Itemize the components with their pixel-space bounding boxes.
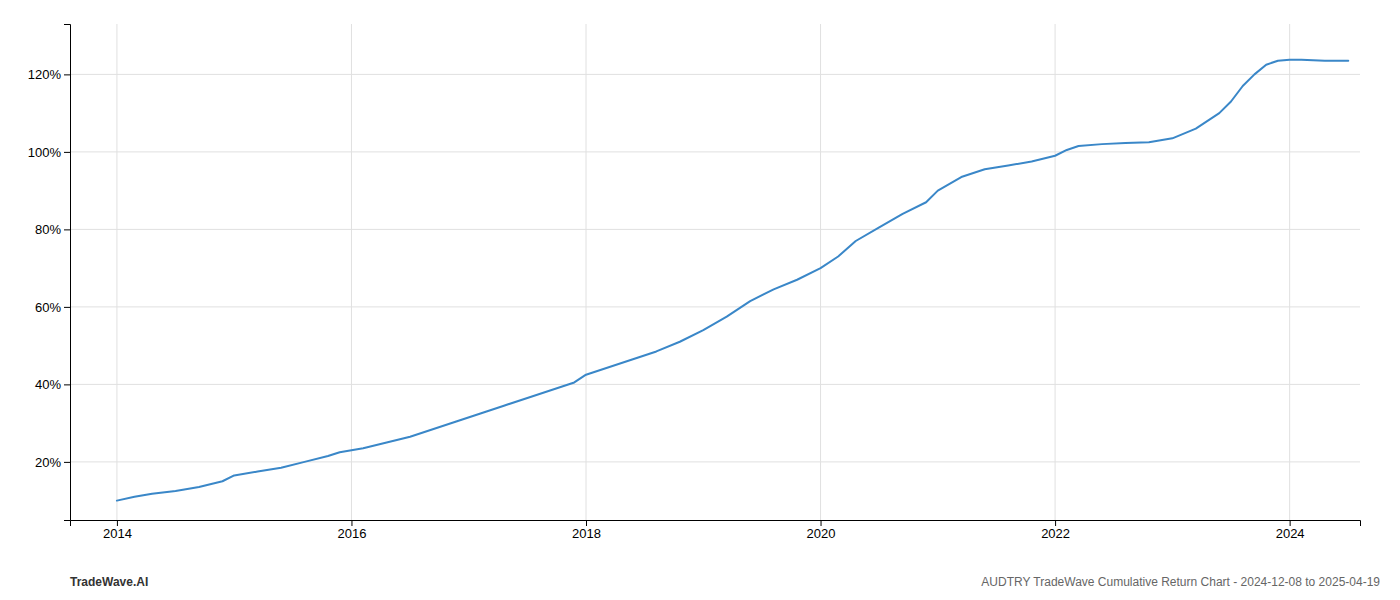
tick: 2014: [103, 520, 132, 541]
y-axis: 20% 40% 60% 80% 100% 120%: [28, 25, 71, 521]
marks: [117, 60, 1348, 501]
grid-line: [820, 24, 821, 520]
chart: 2014 2016 2018 2020 2022 2024 20% 40% 60% 80% 100%…: [0, 0, 1400, 600]
tick-label: 40%: [35, 377, 61, 392]
grid-line: [70, 151, 1360, 152]
line: [117, 60, 1348, 501]
grid-line: [351, 24, 352, 520]
axis-line: [71, 521, 1361, 527]
tick-mark: [64, 229, 70, 230]
x-axis: 2014 2016 2018 2020 2022 2024: [71, 520, 1361, 541]
tick: 2020: [807, 520, 836, 541]
tick: 2018: [572, 520, 601, 541]
tick-label: 20%: [35, 455, 61, 470]
grid-line: [70, 74, 1360, 75]
tick-mark: [64, 74, 70, 75]
tick-label: 2014: [103, 526, 132, 541]
tick-mark: [64, 152, 70, 153]
grid-line: [1055, 24, 1056, 520]
tick-label: 60%: [35, 300, 61, 315]
tick-mark: [1055, 520, 1056, 526]
tick: 80%: [35, 222, 70, 237]
grid: [70, 24, 1360, 520]
tick-label: 2020: [807, 526, 836, 541]
plot: 2014 2016 2018 2020 2022 2024 20% 40% 60% 80% 100%…: [28, 24, 1361, 541]
tick: 2016: [337, 520, 366, 541]
grid-line: [586, 24, 587, 520]
grid-line: [70, 461, 1360, 462]
tick-label: 2018: [572, 526, 601, 541]
tick: 2022: [1041, 520, 1070, 541]
tick: 60%: [35, 300, 70, 315]
tick-mark: [64, 462, 70, 463]
tick-mark: [586, 520, 587, 526]
tick-label: 120%: [28, 67, 62, 82]
tick: 2024: [1276, 520, 1305, 541]
axis-line: [64, 25, 71, 521]
tick: 100%: [28, 145, 70, 160]
grid-line: [116, 24, 117, 520]
tick-label: 80%: [35, 222, 61, 237]
footer-right: AUDTRY TradeWave Cumulative Return Chart…: [981, 575, 1380, 589]
tick-label: 2016: [337, 526, 366, 541]
tick-mark: [1290, 520, 1291, 526]
footer-left: TradeWave.AI: [70, 575, 148, 589]
tick: 120%: [28, 67, 70, 82]
tick: 20%: [35, 455, 70, 470]
tick-mark: [351, 520, 352, 526]
grid-line: [70, 306, 1360, 307]
grid-line: [70, 384, 1360, 385]
tick: 40%: [35, 377, 70, 392]
tick-label: 2022: [1041, 526, 1070, 541]
grid-line: [70, 229, 1360, 230]
tick-mark: [64, 384, 70, 385]
grid-line: [1289, 24, 1290, 520]
tick-mark: [64, 307, 70, 308]
tick-mark: [117, 520, 118, 526]
tick-label: 100%: [28, 145, 62, 160]
tick-mark: [821, 520, 822, 526]
tick-label: 2024: [1276, 526, 1305, 541]
